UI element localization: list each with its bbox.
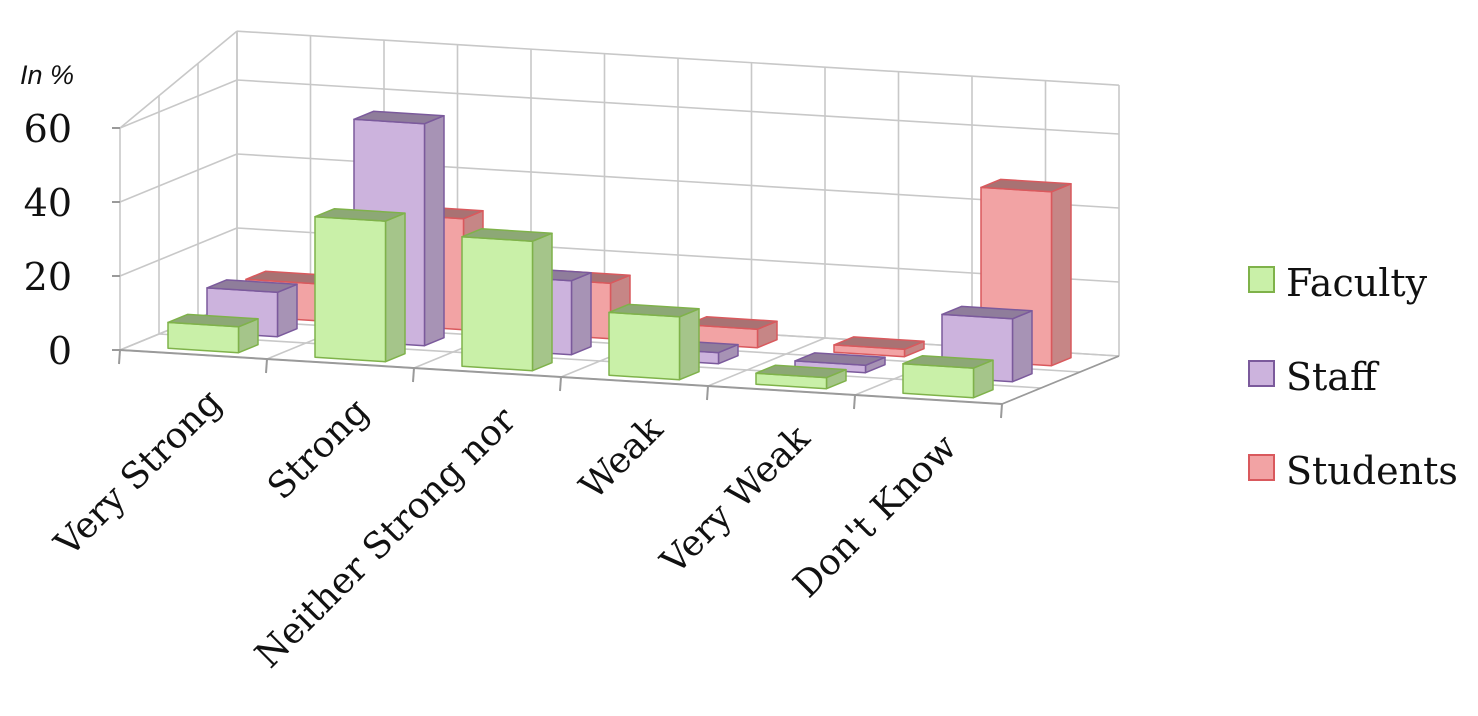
y-tick-label: 40 [24, 181, 72, 225]
x-axis-tick [118, 349, 121, 365]
x-tick-label: Neither Strong nor [248, 399, 525, 676]
bar-side [1050, 183, 1072, 367]
bar-side [384, 212, 406, 363]
floor-right-edge [1001, 355, 1120, 405]
bar-staff-5 [941, 305, 1033, 383]
legend-item-staff: Staff [1248, 355, 1380, 399]
bar-top [980, 178, 1072, 193]
x-tick-label: Very Strong [47, 382, 230, 565]
bar-top [167, 313, 259, 328]
bar-side [570, 271, 592, 356]
legend-swatch [1248, 360, 1275, 387]
legend-label: Staff [1286, 355, 1380, 399]
side-wall-gridline [119, 79, 238, 129]
legend-item-students: Students [1248, 449, 1458, 493]
bar-top [608, 303, 700, 318]
legend-swatch [1248, 266, 1275, 293]
bar-front [608, 311, 681, 381]
x-axis-tick [265, 358, 268, 374]
bar-faculty-5 [902, 354, 994, 399]
bar-faculty-4 [755, 364, 847, 390]
x-tick-label: Very Weak [653, 417, 819, 583]
side-wall-gridline [119, 227, 238, 277]
side-wall-gridline [119, 153, 238, 203]
floor-gridline [707, 337, 826, 387]
y-tick-label: 60 [24, 107, 72, 151]
x-axis-tick [412, 367, 415, 383]
bar-front [167, 321, 240, 354]
x-axis-tick [706, 385, 709, 401]
bar-side [276, 283, 298, 338]
x-axis-tick [1000, 403, 1003, 419]
bar-top [206, 279, 298, 294]
bar-front [461, 236, 534, 372]
side-wall-top [119, 30, 238, 129]
bar-side [678, 308, 700, 381]
floor-gridline [158, 333, 1042, 389]
legend-swatch [1248, 454, 1275, 481]
bar-top [833, 336, 925, 351]
x-axis-tick [559, 376, 562, 392]
bar-side [423, 114, 445, 347]
x-tick-label: Don't Know [786, 427, 965, 606]
bar-front [314, 215, 387, 363]
bar-students-4 [833, 336, 925, 358]
x-axis-tick [853, 394, 856, 410]
bar-faculty-2 [461, 228, 553, 372]
legend-item-faculty: Faculty [1248, 261, 1428, 305]
y-tick-label: 0 [48, 329, 72, 373]
y-tick-label: 20 [24, 255, 72, 299]
bar-top [902, 354, 994, 369]
bar-faculty-0 [167, 313, 259, 354]
bar-top [461, 228, 553, 242]
y-axis-unit-label: In % [20, 60, 74, 90]
bar-top [686, 316, 778, 330]
bar-top [755, 364, 847, 379]
bar-top [794, 352, 886, 367]
x-tick-label: Weak [572, 408, 672, 508]
bar-faculty-3 [608, 303, 700, 381]
chart-legend: Faculty Staff Students [1248, 261, 1458, 493]
bar-side [531, 232, 553, 372]
bar-staff-4 [794, 352, 886, 374]
bar-top [353, 110, 445, 125]
bar-top [314, 207, 406, 222]
legend-label: Students [1286, 449, 1458, 493]
x-tick-label: Strong [260, 391, 377, 508]
bar-front [902, 362, 975, 399]
bar-top [941, 305, 1033, 320]
bar-side [1011, 310, 1033, 383]
chart-bars [167, 110, 1072, 399]
legend-label: Faculty [1286, 261, 1428, 305]
bar-faculty-1 [314, 207, 406, 363]
